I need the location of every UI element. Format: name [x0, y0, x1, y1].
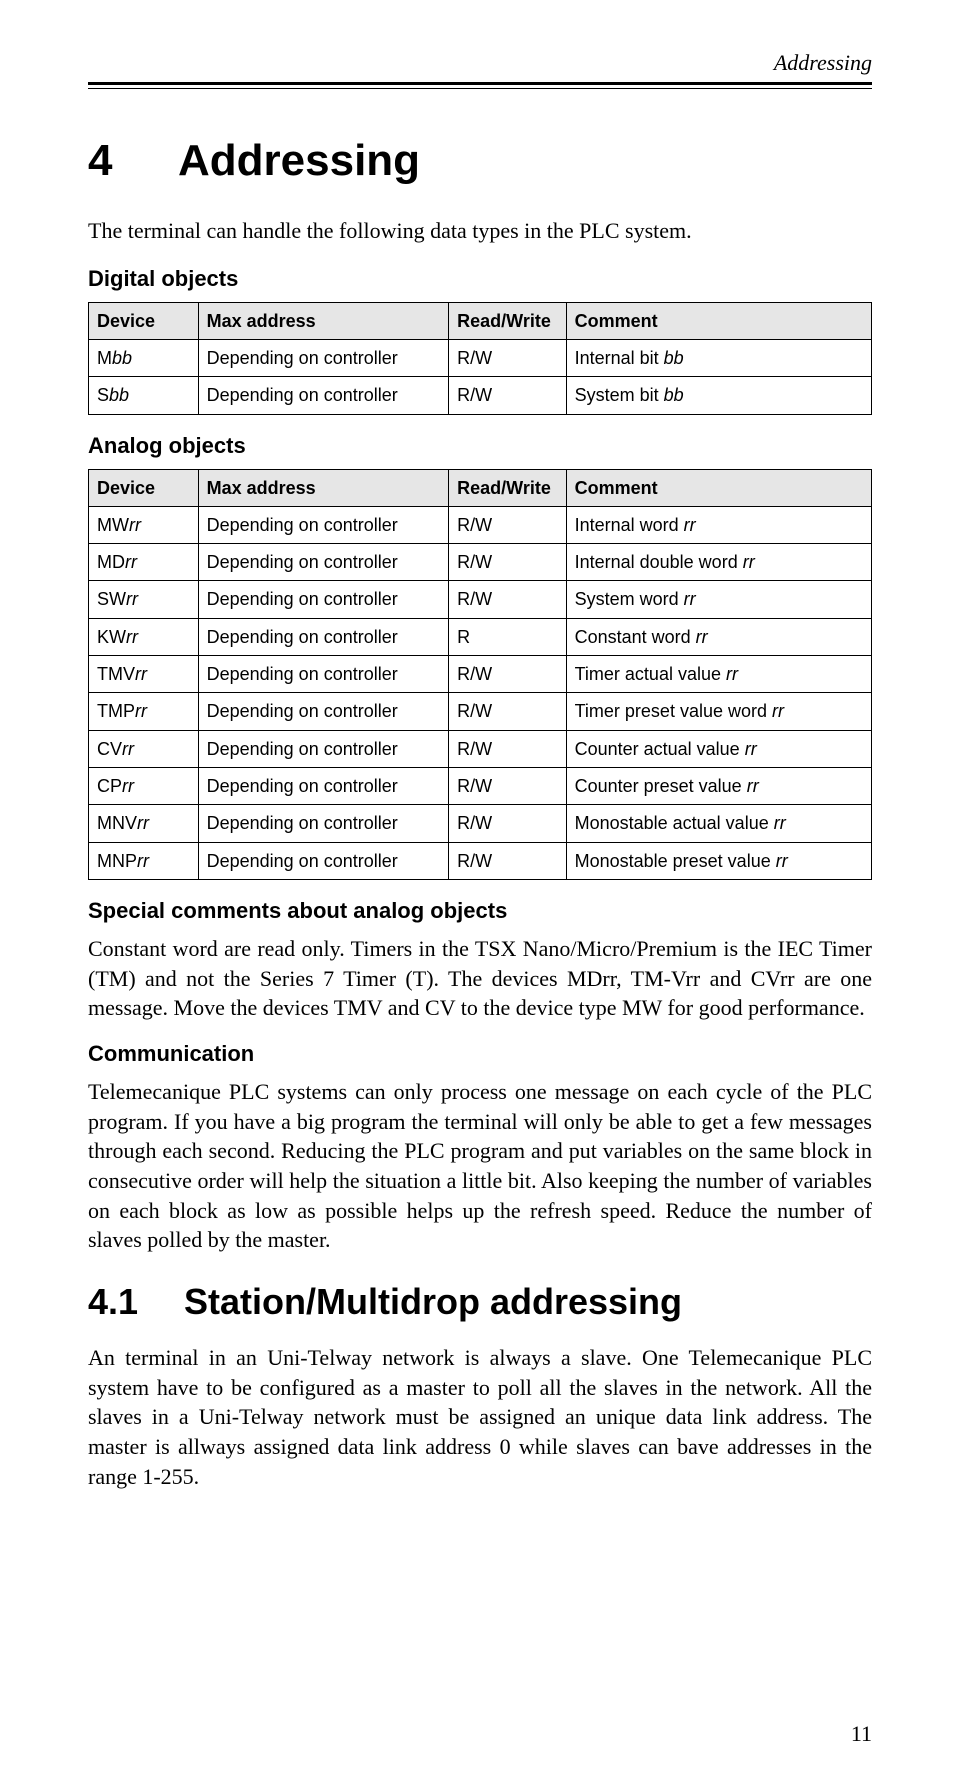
col-max-address: Max address [198, 302, 449, 339]
cell-device: SWrr [89, 581, 199, 618]
table-row: CPrrDepending on controllerR/WCounter pr… [89, 767, 872, 804]
digital-objects-heading: Digital objects [88, 266, 872, 292]
cell-comment: Monostable preset value rr [566, 842, 871, 879]
section-title: Station/Multidrop addressing [184, 1281, 682, 1322]
table-row: TMPrrDepending on controllerR/WTimer pre… [89, 693, 872, 730]
cell-max-address: Depending on controller [198, 693, 449, 730]
table-row: MbbDepending on controllerR/WInternal bi… [89, 339, 872, 376]
header-rule-thick [88, 82, 872, 85]
cell-device: MWrr [89, 506, 199, 543]
cell-read-write: R/W [449, 581, 566, 618]
cell-max-address: Depending on controller [198, 377, 449, 414]
analog-objects-heading: Analog objects [88, 433, 872, 459]
section-heading: 4.1Station/Multidrop addressing [88, 1281, 872, 1323]
cell-read-write: R/W [449, 767, 566, 804]
digital-objects-table: Device Max address Read/Write Comment Mb… [88, 302, 872, 415]
cell-max-address: Depending on controller [198, 618, 449, 655]
analog-objects-table: Device Max address Read/Write Comment MW… [88, 469, 872, 880]
table-row: MNVrrDepending on controllerR/WMonostabl… [89, 805, 872, 842]
table-row: MNPrrDepending on controllerR/WMonostabl… [89, 842, 872, 879]
cell-comment: Timer actual value rr [566, 656, 871, 693]
cell-max-address: Depending on controller [198, 506, 449, 543]
table-row: KWrrDepending on controllerRConstant wor… [89, 618, 872, 655]
cell-comment: Constant word rr [566, 618, 871, 655]
cell-max-address: Depending on controller [198, 842, 449, 879]
cell-comment: Monostable actual value rr [566, 805, 871, 842]
cell-read-write: R/W [449, 377, 566, 414]
special-comments-heading: Special comments about analog objects [88, 898, 872, 924]
col-device: Device [89, 469, 199, 506]
table-header-row: Device Max address Read/Write Comment [89, 469, 872, 506]
table-row: MWrrDepending on controllerR/WInternal w… [89, 506, 872, 543]
cell-comment: Counter preset value rr [566, 767, 871, 804]
communication-heading: Communication [88, 1041, 872, 1067]
cell-read-write: R/W [449, 656, 566, 693]
cell-device: MNPrr [89, 842, 199, 879]
cell-max-address: Depending on controller [198, 544, 449, 581]
cell-comment: Internal double word rr [566, 544, 871, 581]
cell-comment: System word rr [566, 581, 871, 618]
chapter-number: 4 [88, 136, 178, 186]
special-comments-body: Constant word are read only. Timers in t… [88, 934, 872, 1023]
cell-max-address: Depending on controller [198, 730, 449, 767]
cell-device: TMVrr [89, 656, 199, 693]
running-head-band: Addressing [88, 50, 872, 98]
table-row: CVrrDepending on controllerR/WCounter ac… [89, 730, 872, 767]
col-comment: Comment [566, 469, 871, 506]
cell-device: CPrr [89, 767, 199, 804]
col-read-write: Read/Write [449, 469, 566, 506]
cell-comment: Internal bit bb [566, 339, 871, 376]
table-row: SbbDepending on controllerR/WSystem bit … [89, 377, 872, 414]
table-row: SWrrDepending on controllerR/WSystem wor… [89, 581, 872, 618]
cell-read-write: R/W [449, 730, 566, 767]
cell-max-address: Depending on controller [198, 656, 449, 693]
col-read-write: Read/Write [449, 302, 566, 339]
cell-device: Sbb [89, 377, 199, 414]
cell-read-write: R/W [449, 506, 566, 543]
cell-max-address: Depending on controller [198, 581, 449, 618]
running-head: Addressing [774, 50, 872, 76]
cell-read-write: R/W [449, 805, 566, 842]
section-number: 4.1 [88, 1281, 184, 1323]
cell-max-address: Depending on controller [198, 339, 449, 376]
table-row: TMVrrDepending on controllerR/WTimer act… [89, 656, 872, 693]
chapter-heading: 4Addressing [88, 136, 872, 186]
page-number: 11 [851, 1721, 872, 1747]
communication-body: Telemecanique PLC systems can only proce… [88, 1077, 872, 1255]
cell-comment: System bit bb [566, 377, 871, 414]
cell-read-write: R/W [449, 544, 566, 581]
cell-device: MNVrr [89, 805, 199, 842]
cell-comment: Timer preset value word rr [566, 693, 871, 730]
cell-read-write: R/W [449, 693, 566, 730]
cell-device: KWrr [89, 618, 199, 655]
cell-comment: Counter actual value rr [566, 730, 871, 767]
cell-max-address: Depending on controller [198, 767, 449, 804]
cell-read-write: R/W [449, 842, 566, 879]
cell-read-write: R/W [449, 339, 566, 376]
col-device: Device [89, 302, 199, 339]
table-row: MDrrDepending on controllerR/WInternal d… [89, 544, 872, 581]
col-comment: Comment [566, 302, 871, 339]
cell-max-address: Depending on controller [198, 805, 449, 842]
header-rule-thin [88, 88, 872, 89]
cell-read-write: R [449, 618, 566, 655]
table-header-row: Device Max address Read/Write Comment [89, 302, 872, 339]
col-max-address: Max address [198, 469, 449, 506]
cell-device: TMPrr [89, 693, 199, 730]
chapter-title: Addressing [178, 136, 420, 185]
cell-device: CVrr [89, 730, 199, 767]
intro-paragraph: The terminal can handle the following da… [88, 216, 872, 246]
cell-comment: Internal word rr [566, 506, 871, 543]
section-body: An terminal in an Uni-Telway network is … [88, 1343, 872, 1491]
cell-device: MDrr [89, 544, 199, 581]
cell-device: Mbb [89, 339, 199, 376]
